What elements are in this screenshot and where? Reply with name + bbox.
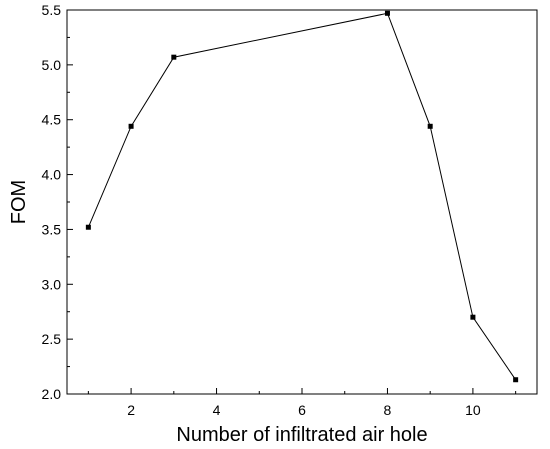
data-point-marker	[171, 54, 177, 60]
y-tick-label: 3.5	[42, 221, 62, 237]
data-point-marker	[470, 314, 476, 320]
y-axis-title: FOM	[8, 180, 30, 224]
y-axis: 2.0 2.5 3.0 3.5 4.0 4.5 5.0 5.5	[42, 2, 73, 402]
plot-frame	[66, 9, 538, 395]
y-tick-label: 5.0	[42, 57, 62, 73]
series-layer	[85, 10, 519, 383]
x-tick-label: 10	[465, 402, 481, 418]
y-tick-label: 2.0	[42, 386, 62, 402]
data-point-marker	[85, 224, 91, 230]
y-tick-label: 2.5	[42, 331, 62, 347]
x-tick-label: 6	[298, 402, 306, 418]
x-tick-label: 4	[213, 402, 221, 418]
x-tick-label: 2	[127, 402, 135, 418]
data-point-marker	[384, 10, 390, 16]
data-point-marker	[128, 123, 134, 129]
y-tick-label: 4.0	[42, 167, 62, 183]
x-axis: 2 4 6 8 10	[87, 388, 517, 418]
y-tick-label: 4.5	[42, 112, 62, 128]
x-axis-title: Number of infiltrated air hole	[176, 424, 427, 446]
axes	[66, 9, 538, 395]
y-tick-label: 5.5	[42, 2, 62, 18]
data-point-marker	[513, 377, 519, 383]
y-tick-label: 3.0	[42, 276, 62, 292]
x-tick-label: 8	[384, 402, 392, 418]
data-point-marker	[427, 123, 433, 129]
series-line	[87, 12, 517, 380]
